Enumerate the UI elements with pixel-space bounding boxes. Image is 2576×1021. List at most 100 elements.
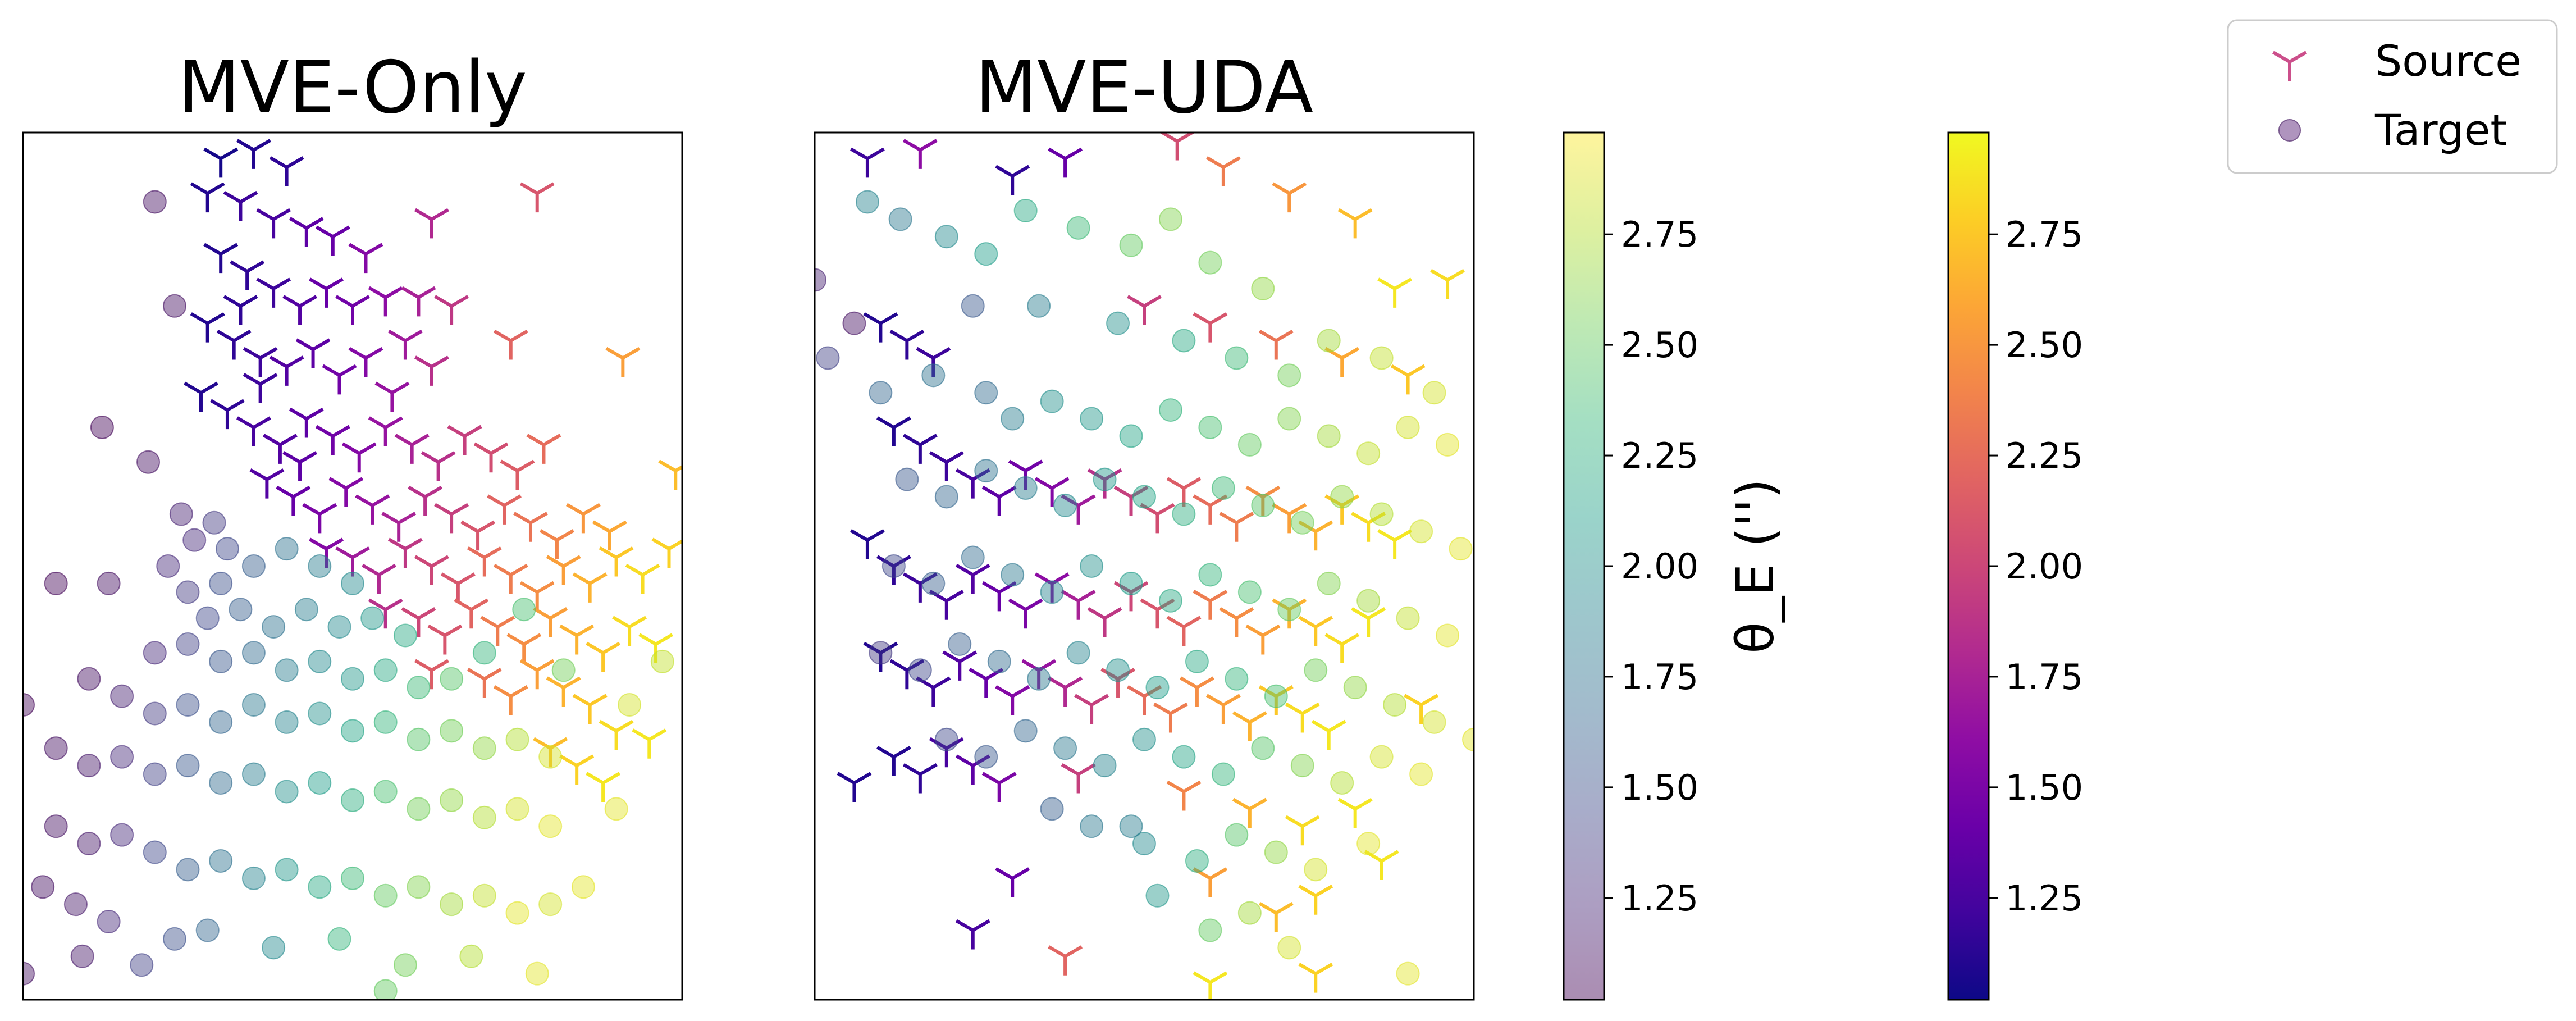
- plot-area-mve-only: [23, 139, 682, 1000]
- source-point: [282, 451, 318, 481]
- legend-box: [2227, 19, 2558, 174]
- source-point: [223, 190, 258, 221]
- source-point: [487, 494, 522, 525]
- legend-target-marker: [2278, 119, 2301, 142]
- target-point: [1119, 233, 1143, 257]
- source-point: [302, 503, 337, 534]
- target-point: [1409, 762, 1433, 786]
- target-point: [327, 615, 351, 639]
- target-point: [855, 190, 879, 214]
- source-point: [1298, 885, 1333, 915]
- target-point: [182, 528, 207, 552]
- source-point: [981, 485, 1017, 516]
- target-point: [360, 606, 385, 630]
- target-point: [294, 598, 318, 622]
- source-point: [243, 373, 278, 403]
- source-point: [995, 165, 1030, 195]
- target-point: [1013, 198, 1038, 222]
- source-point: [1074, 694, 1109, 724]
- source-point: [401, 286, 436, 317]
- source-point: [315, 225, 350, 256]
- target-point: [209, 771, 233, 795]
- target-point: [77, 754, 101, 778]
- source-point: [368, 598, 403, 629]
- colorbar-source-ticks: 1.25 1.50 1.75 2.00 2.25 2.50 2.75: [1989, 214, 2083, 919]
- target-point: [1013, 719, 1038, 743]
- target-point: [921, 363, 946, 388]
- target-point: [974, 745, 998, 769]
- source-point: [1166, 780, 1202, 811]
- source-point: [876, 416, 911, 446]
- source-point: [414, 355, 449, 386]
- target-point: [393, 623, 417, 648]
- target-point: [1422, 710, 1446, 734]
- target-point: [934, 485, 958, 509]
- source-point: [519, 659, 555, 690]
- target-point: [1290, 510, 1314, 535]
- target-point: [1198, 250, 1222, 275]
- target-point: [407, 875, 431, 899]
- source-point: [190, 312, 225, 343]
- source-point: [1272, 598, 1307, 629]
- colorbar-tick-label: 2.00: [1621, 546, 1698, 587]
- target-point: [1369, 745, 1394, 769]
- target-point: [505, 797, 529, 821]
- target-point: [1145, 883, 1170, 908]
- target-point: [97, 571, 121, 595]
- target-point: [538, 892, 563, 917]
- target-point: [1211, 762, 1235, 786]
- source-point: [434, 503, 469, 534]
- target-point: [44, 814, 68, 838]
- source-point: [533, 607, 568, 637]
- source-point: [1298, 616, 1333, 646]
- target-point: [110, 745, 134, 769]
- colorbar-source-gradient: [1948, 133, 1989, 1000]
- target-point: [241, 866, 266, 890]
- source-point: [605, 347, 641, 377]
- source-point: [269, 156, 304, 186]
- colorbar-tick-label: 1.75: [2006, 657, 2083, 698]
- source-point: [335, 546, 370, 577]
- source-point: [289, 217, 324, 247]
- source-point: [599, 719, 634, 750]
- target-point: [195, 918, 220, 942]
- target-point: [1462, 727, 1474, 751]
- source-point: [876, 555, 911, 585]
- target-point: [1251, 493, 1275, 517]
- source-point: [1193, 867, 1228, 897]
- colorbar-tick-label: 2.00: [2006, 546, 2083, 587]
- source-point: [203, 147, 239, 178]
- source-point: [230, 260, 265, 291]
- source-point: [216, 329, 252, 360]
- target-point: [974, 459, 998, 483]
- source-point: [1166, 477, 1202, 508]
- target-point: [974, 242, 998, 266]
- source-point: [1166, 616, 1202, 646]
- target-point: [1449, 537, 1473, 561]
- target-point: [1330, 485, 1354, 509]
- source-point: [434, 295, 469, 325]
- target-point: [163, 927, 187, 951]
- target-point: [571, 875, 595, 899]
- target-point: [440, 892, 464, 917]
- target-point: [472, 805, 496, 829]
- target-point: [1356, 832, 1381, 856]
- target-point: [308, 771, 332, 795]
- target-point: [1396, 606, 1420, 630]
- source-point: [559, 754, 595, 785]
- target-point: [407, 676, 431, 700]
- target-point: [472, 883, 496, 908]
- source-point: [414, 208, 449, 239]
- target-point: [895, 467, 919, 491]
- source-point: [863, 312, 898, 343]
- source-point: [876, 746, 911, 776]
- source-point: [1258, 329, 1294, 360]
- target-point: [1013, 476, 1038, 500]
- colorbar-tick-label: 2.50: [1621, 325, 1698, 366]
- target-point: [373, 979, 398, 1000]
- source-point: [1113, 581, 1149, 612]
- source-point: [849, 529, 885, 559]
- target-point: [1409, 519, 1433, 544]
- source-point: [1285, 702, 1320, 733]
- source-point: [203, 243, 239, 274]
